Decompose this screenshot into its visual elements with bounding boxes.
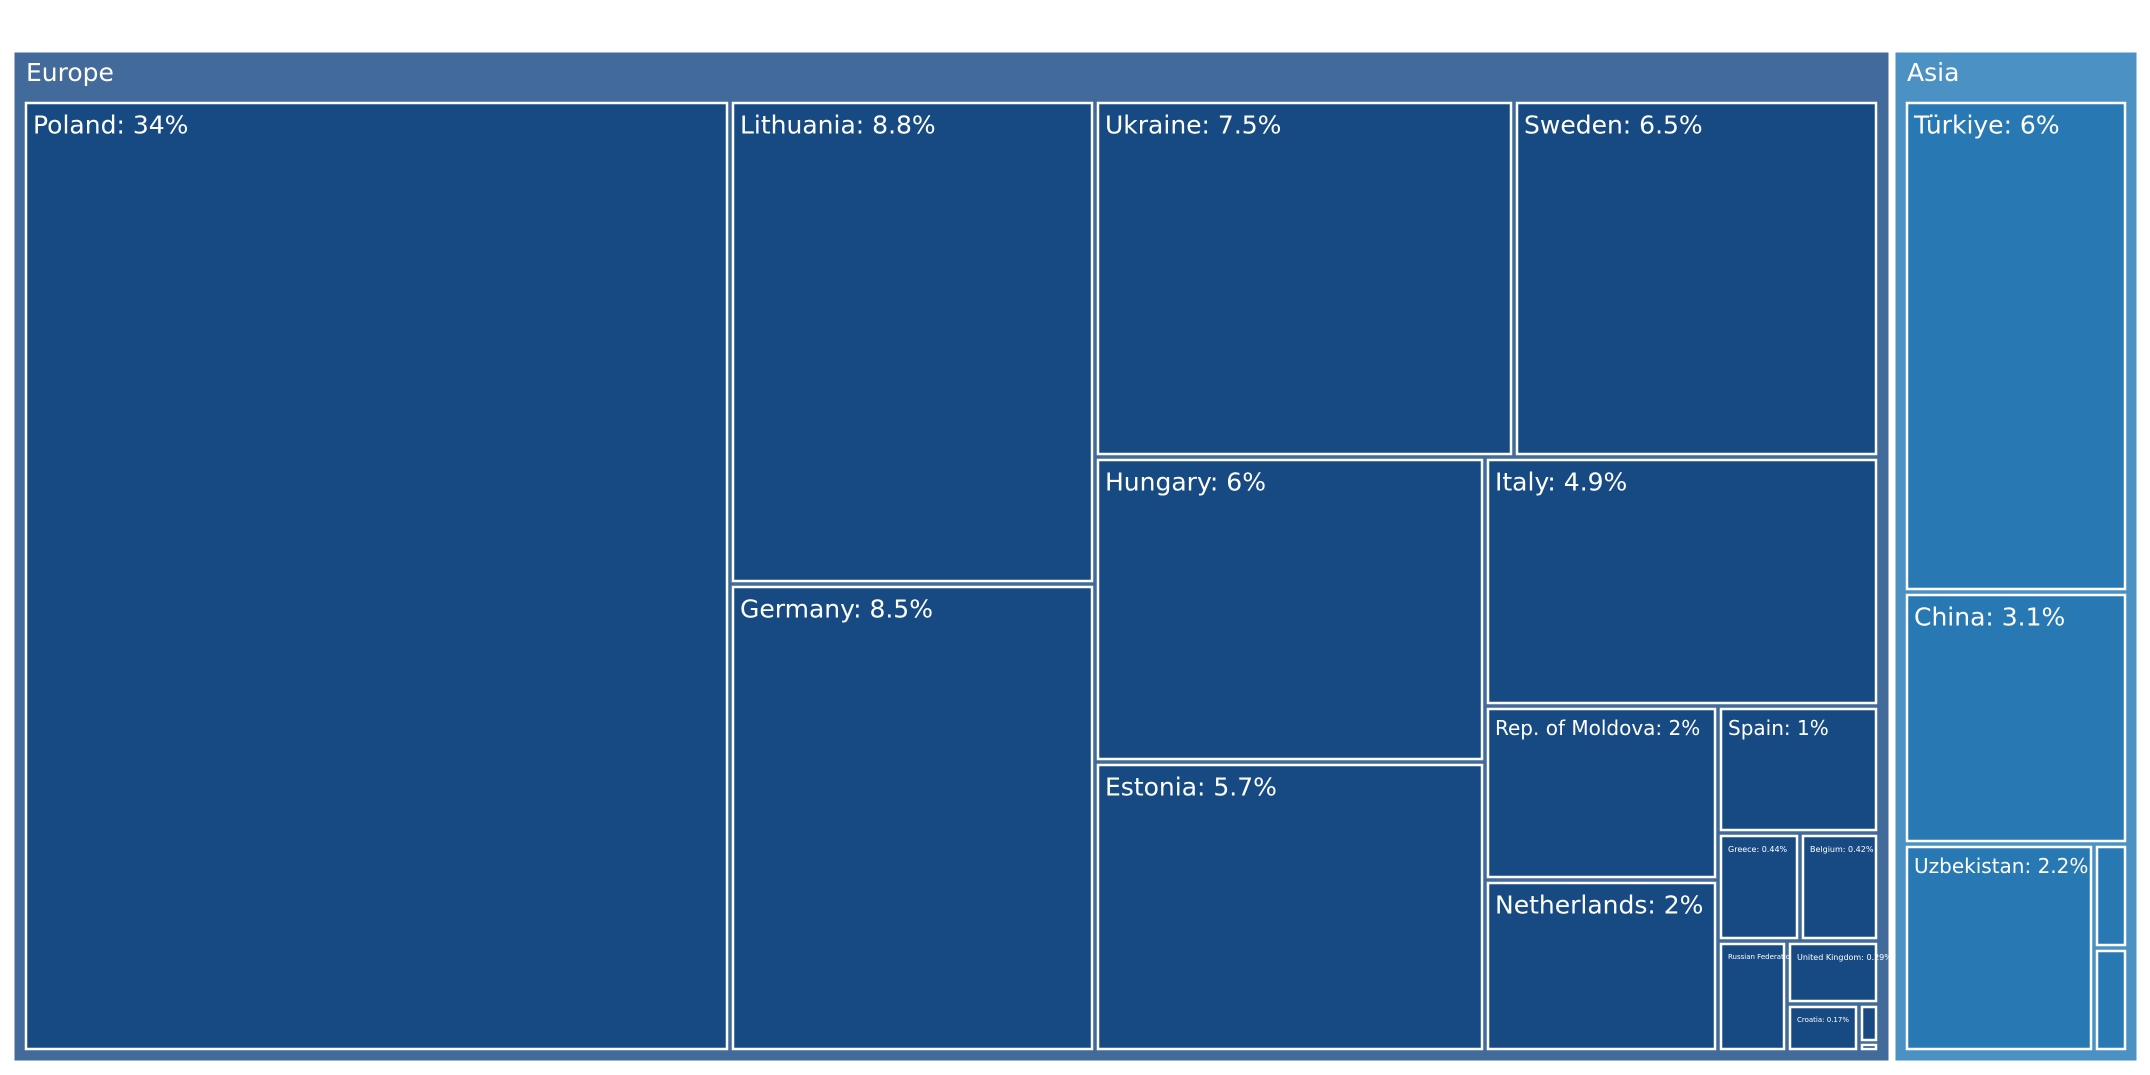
tile-lithuania[interactable] [731,101,1094,583]
tile-china[interactable] [1905,593,2127,843]
tile-italy[interactable] [1486,458,1878,705]
tile-label-hungary: Hungary: 6% [1105,467,1266,496]
tile-label-croatia: Croatia: 0.17% [1797,1016,1849,1024]
tile-germany[interactable] [731,585,1094,1051]
tile-label-lithuania: Lithuania: 8.8% [740,110,936,139]
tile-label-greece: Greece: 0.44% [1728,845,1788,854]
tile-label-belgium: Belgium: 0.42% [1810,845,1874,854]
tile-label-netherlands: Netherlands: 2% [1495,890,1703,919]
tile-europe-16[interactable] [1860,1005,1878,1042]
tile-label-spain: Spain: 1% [1728,716,1829,740]
tile-label-poland: Poland: 34% [33,110,188,139]
tile-turkiye[interactable] [1905,101,2127,591]
tile-hungary[interactable] [1096,458,1484,761]
tile-estonia[interactable] [1096,763,1484,1051]
tile-sweden[interactable] [1515,101,1878,456]
tile-label-italy: Italy: 4.9% [1495,467,1627,496]
tile-label-sweden: Sweden: 6.5% [1524,110,1703,139]
tile-croatia[interactable] [1788,1005,1858,1051]
tile-label-china: China: 3.1% [1914,602,2065,631]
tile-belgium[interactable] [1801,834,1878,940]
tile-asia-3[interactable] [2095,845,2127,947]
tile-russian-federation[interactable] [1719,942,1786,1051]
tile-label-germany: Germany: 8.5% [740,594,933,623]
tile-label-ukraine: Ukraine: 7.5% [1105,110,1281,139]
tile-label-united-kingdom: United Kingdom: 0.29% [1797,953,1892,962]
tile-netherlands[interactable] [1486,881,1717,1051]
tile-united-kingdom[interactable] [1788,942,1878,1003]
tile-label-estonia: Estonia: 5.7% [1105,772,1277,801]
tile-label-russian-federation: Russian Federation: 0.33% [1728,953,1822,961]
tile-spain[interactable] [1719,707,1878,832]
tile-ukraine[interactable] [1096,101,1513,456]
group-label-europe: Europe [26,58,114,87]
tile-greece[interactable] [1719,834,1799,940]
tile-label-turkiye: Türkiye: 6% [1913,110,2060,139]
tile-uzbekistan[interactable] [1905,845,2093,1051]
group-label-asia: Asia [1907,58,1959,87]
tile-label-rep-of-moldova: Rep. of Moldova: 2% [1495,716,1700,740]
tile-label-uzbekistan: Uzbekistan: 2.2% [1914,854,2088,878]
tile-europe-17[interactable] [1860,1043,1878,1051]
tile-asia-4[interactable] [2095,949,2127,1051]
tile-poland[interactable] [24,101,729,1051]
tile-rep-of-moldova[interactable] [1486,707,1717,879]
